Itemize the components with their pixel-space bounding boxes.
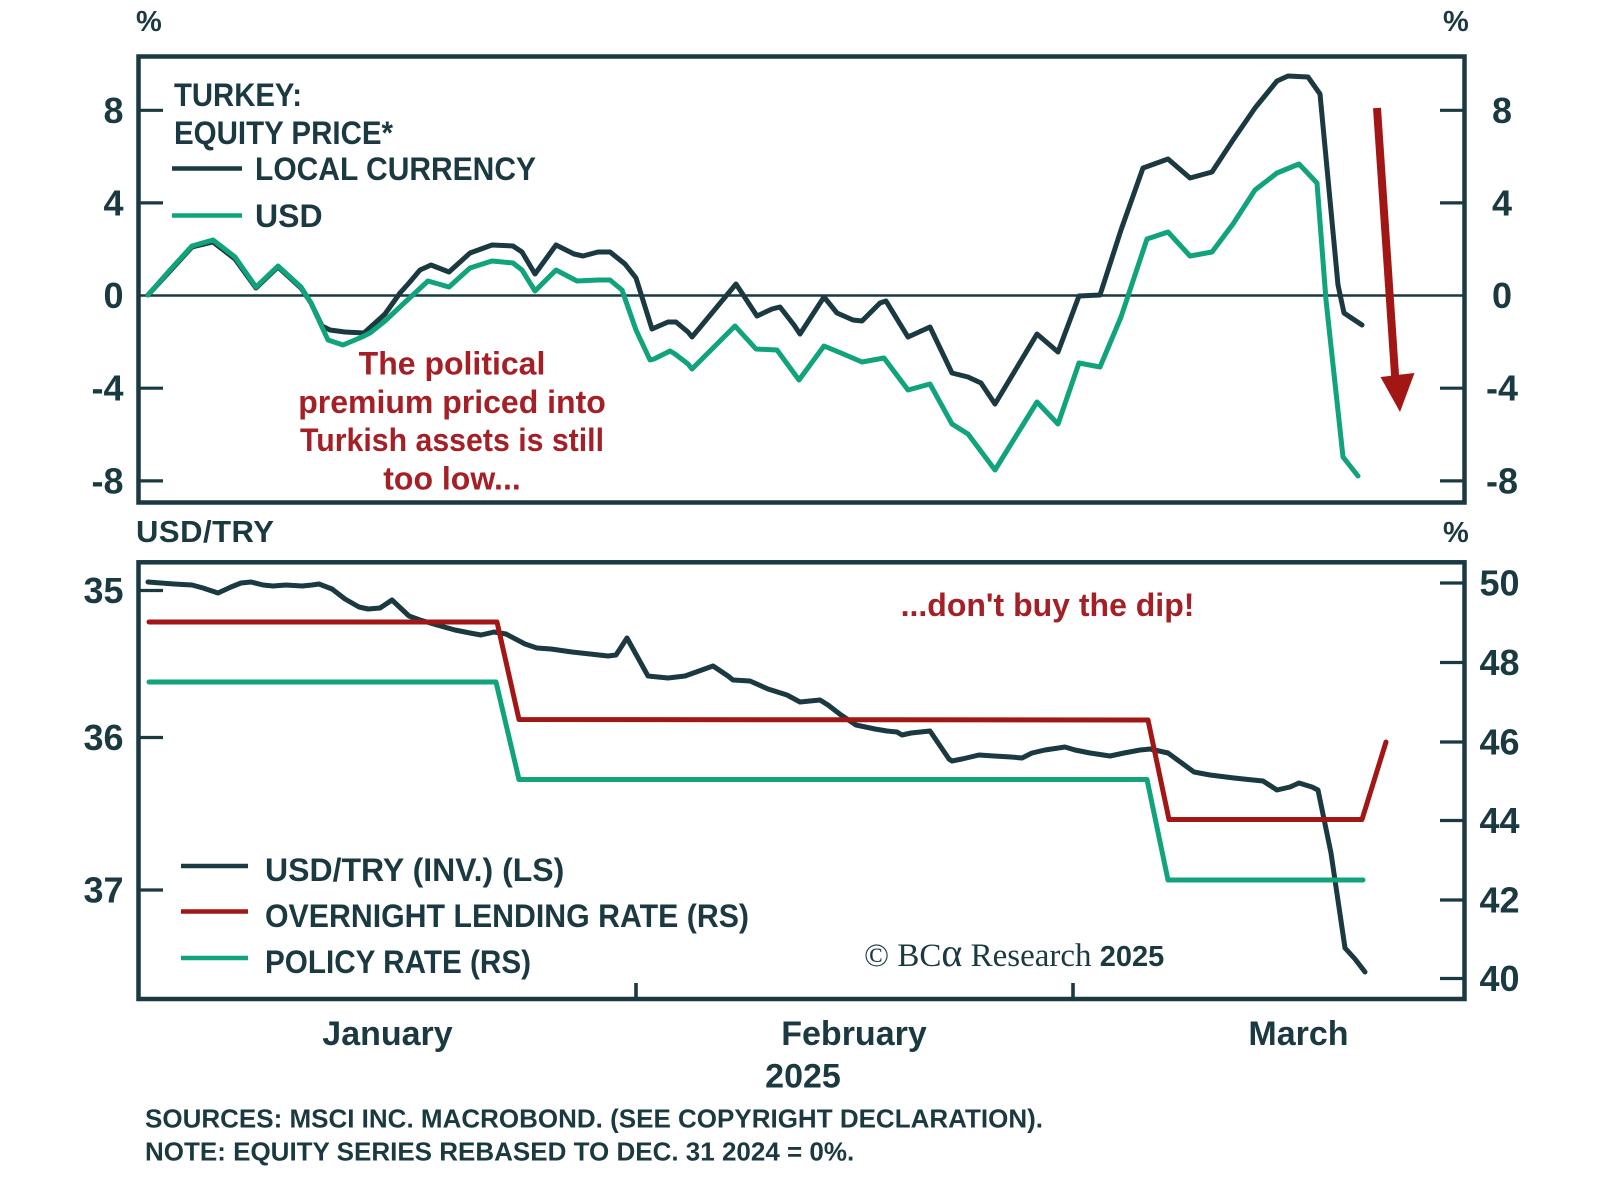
svg-text:0: 0 bbox=[103, 275, 123, 316]
svg-text:50: 50 bbox=[1479, 563, 1519, 604]
svg-text:EQUITY PRICE*: EQUITY PRICE* bbox=[174, 115, 394, 151]
svg-text:35: 35 bbox=[83, 570, 123, 611]
svg-text:8: 8 bbox=[1492, 90, 1512, 131]
svg-text:USD/TRY (INV.) (LS): USD/TRY (INV.) (LS) bbox=[265, 852, 564, 888]
svg-text:4: 4 bbox=[103, 182, 123, 223]
svg-text:48: 48 bbox=[1479, 642, 1519, 683]
svg-text:USD: USD bbox=[255, 198, 323, 234]
svg-text:OVERNIGHT LENDING RATE (RS): OVERNIGHT LENDING RATE (RS) bbox=[265, 898, 749, 934]
svg-text:0: 0 bbox=[1492, 275, 1512, 316]
svg-text:%: % bbox=[136, 6, 162, 38]
svg-text:46: 46 bbox=[1479, 722, 1519, 763]
svg-text:Turkish assets is still: Turkish assets is still bbox=[300, 422, 604, 458]
svg-text:44: 44 bbox=[1479, 800, 1519, 841]
svg-text:-4: -4 bbox=[1486, 368, 1518, 409]
svg-text:March: March bbox=[1248, 1015, 1348, 1053]
svg-text:2025: 2025 bbox=[765, 1058, 841, 1096]
svg-text:4: 4 bbox=[1492, 182, 1512, 223]
svg-text:February: February bbox=[781, 1015, 927, 1053]
svg-text:8: 8 bbox=[103, 90, 123, 131]
svg-text:The political: The political bbox=[359, 346, 546, 382]
svg-text:TURKEY:: TURKEY: bbox=[174, 77, 302, 113]
svg-text:LOCAL CURRENCY: LOCAL CURRENCY bbox=[255, 151, 536, 187]
svg-text:%: % bbox=[1443, 6, 1469, 38]
svg-text:...don't buy the dip!: ...don't buy the dip! bbox=[901, 587, 1195, 623]
svg-text:POLICY RATE (RS): POLICY RATE (RS) bbox=[265, 944, 531, 980]
svg-text:SOURCES: MSCI INC. MACROBOND.: SOURCES: MSCI INC. MACROBOND. (SEE COPYR… bbox=[145, 1104, 1043, 1134]
svg-text:-8: -8 bbox=[91, 460, 123, 501]
svg-text:40: 40 bbox=[1479, 958, 1519, 999]
svg-text:42: 42 bbox=[1479, 880, 1519, 921]
svg-text:37: 37 bbox=[83, 870, 123, 911]
svg-text:too low...: too low... bbox=[383, 460, 520, 496]
svg-text:January: January bbox=[322, 1015, 452, 1053]
svg-text:NOTE: EQUITY SERIES REBASED TO: NOTE: EQUITY SERIES REBASED TO DEC. 31 2… bbox=[145, 1137, 854, 1167]
svg-text:premium priced into: premium priced into bbox=[298, 384, 606, 420]
svg-text:-4: -4 bbox=[91, 368, 123, 409]
svg-text:USD/TRY: USD/TRY bbox=[136, 514, 274, 549]
svg-text:-8: -8 bbox=[1486, 460, 1518, 501]
svg-text:36: 36 bbox=[83, 717, 123, 758]
svg-text:%: % bbox=[1443, 517, 1469, 549]
